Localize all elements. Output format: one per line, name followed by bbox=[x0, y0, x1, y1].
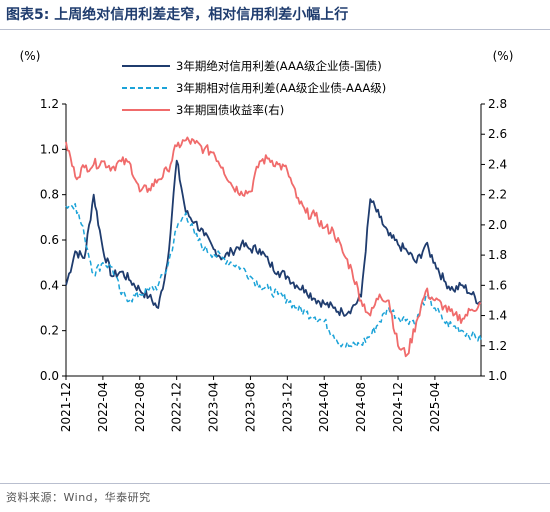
x-tick-label: 2025-04 bbox=[428, 382, 442, 432]
right-tick-label: 2.2 bbox=[488, 188, 507, 202]
source-note: 资料来源：Wind，华泰研究 bbox=[6, 491, 151, 504]
left-tick-label: 0.4 bbox=[40, 278, 59, 292]
series-lines bbox=[65, 136, 482, 358]
x-tick-label: 2024-04 bbox=[317, 382, 331, 432]
left-axis-unit: (%) bbox=[20, 49, 41, 63]
right-tick-label: 2.8 bbox=[488, 97, 507, 111]
title-divider bbox=[0, 29, 550, 30]
x-tick-label: 2021-12 bbox=[59, 382, 73, 432]
left-tick-label: 0.6 bbox=[40, 233, 59, 247]
right-tick-label: 1.8 bbox=[488, 248, 507, 262]
x-tick-label: 2022-12 bbox=[170, 382, 184, 432]
x-tick-label: 2023-12 bbox=[280, 382, 294, 432]
right-tick-label: 2.6 bbox=[488, 127, 507, 141]
x-tick-label: 2023-04 bbox=[207, 382, 221, 432]
page-title: 图表5: 上周绝对信用利差走窄，相对信用利差小幅上行 bbox=[6, 7, 349, 23]
x-tick-label: 2024-12 bbox=[391, 382, 405, 432]
legend-label-3: 3年期国债收益率(右) bbox=[176, 103, 284, 117]
right-tick-label: 1.2 bbox=[488, 339, 507, 353]
axes: 0.0 0.2 0.4 0.6 0.8 1.0 1.2 1.0 1.2 1.4 1.6 1.8 2.0 2… bbox=[40, 97, 507, 432]
x-tick-label: 2022-08 bbox=[133, 382, 147, 432]
x-tick-label: 2024-08 bbox=[354, 382, 368, 432]
legend-label-1: 3年期绝对信用利差(AAA级企业债-国债) bbox=[176, 59, 382, 73]
series-line-1 bbox=[65, 159, 482, 317]
right-tick-label: 1.4 bbox=[488, 309, 507, 323]
right-tick-label: 1.6 bbox=[488, 278, 507, 292]
source-divider bbox=[0, 483, 550, 484]
right-tick-label: 2.4 bbox=[488, 157, 507, 171]
right-tick-label: 2.0 bbox=[488, 218, 507, 232]
right-tick-label: 1.0 bbox=[488, 369, 507, 383]
series-line-3 bbox=[65, 136, 482, 358]
chart: 0.0 0.2 0.4 0.6 0.8 1.0 1.2 1.0 1.2 1.4 1.6 1.8 2.0 2… bbox=[20, 49, 514, 432]
left-tick-label: 0.0 bbox=[40, 369, 59, 383]
x-tick-label: 2022-04 bbox=[96, 382, 110, 432]
left-tick-label: 1.2 bbox=[40, 97, 59, 111]
x-tick-label: 2023-08 bbox=[243, 382, 257, 432]
legend: 3年期绝对信用利差(AAA级企业债-国债) 3年期相对信用利差(AA级企业债-AA… bbox=[122, 59, 386, 117]
right-axis-unit: (%) bbox=[493, 49, 514, 63]
left-tick-label: 1.0 bbox=[40, 142, 59, 156]
left-tick-label: 0.8 bbox=[40, 188, 59, 202]
series-line-2 bbox=[65, 202, 482, 348]
legend-label-2: 3年期相对信用利差(AA级企业债-AAA级) bbox=[176, 81, 386, 95]
left-tick-label: 0.2 bbox=[40, 324, 59, 338]
